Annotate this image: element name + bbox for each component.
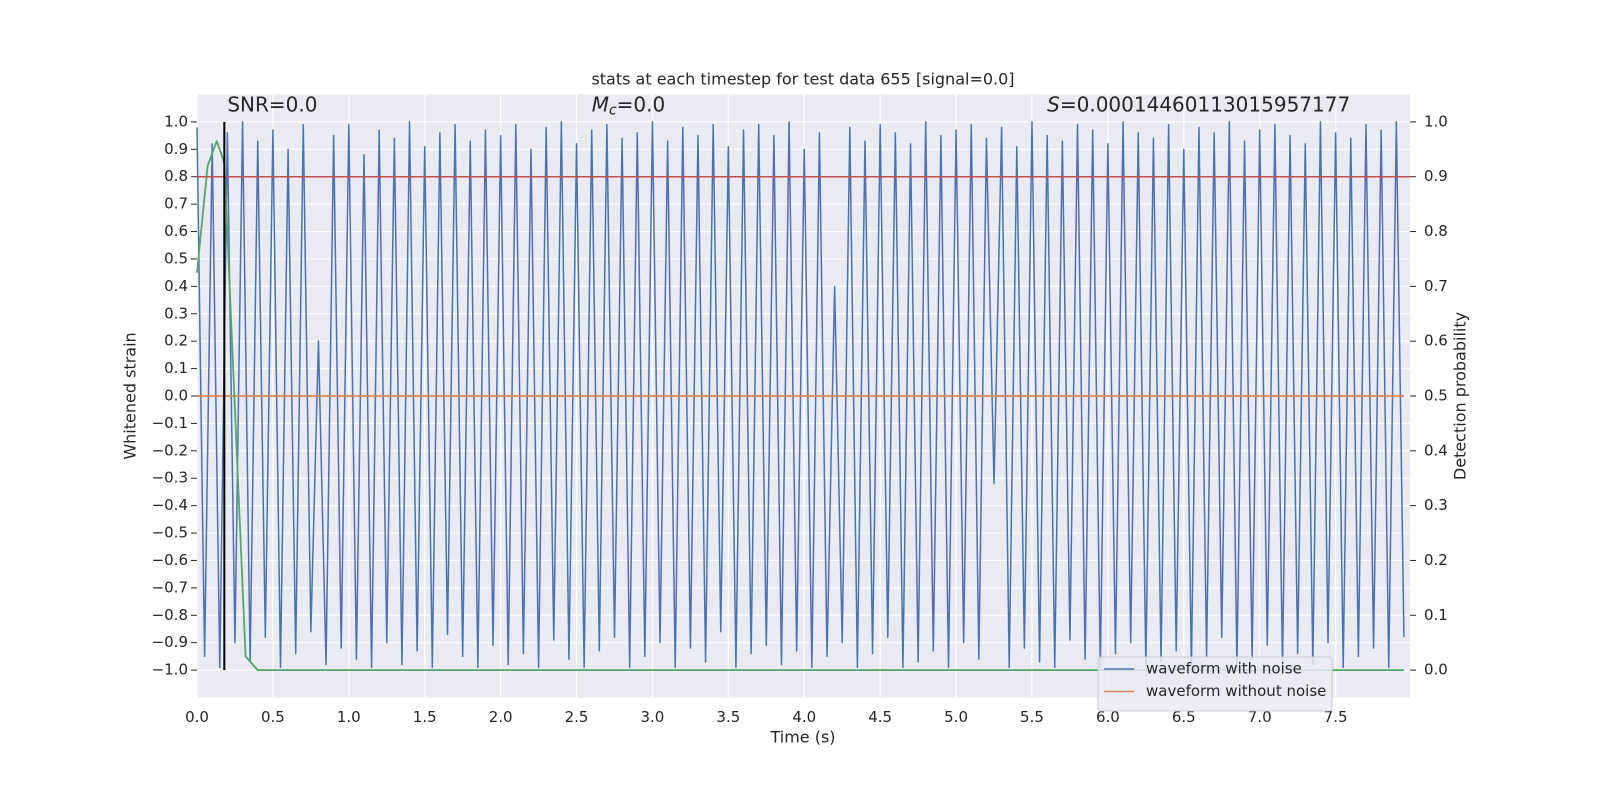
x-tick-label: 5.5 (1020, 708, 1044, 726)
x-tick-label: 1.5 (413, 708, 437, 726)
x-tick-label: 4.0 (792, 708, 816, 726)
y-tick-label: 0.9 (164, 140, 188, 158)
y-tick-label: 0.8 (164, 167, 188, 185)
x-tick-label: 7.0 (1248, 708, 1272, 726)
y-tick-label: 0.7 (164, 195, 188, 213)
x-tick-label: 1.0 (337, 708, 361, 726)
annotation-text: =0.00014460113015957177 (1060, 92, 1350, 116)
y2-tick-label: 1.0 (1424, 112, 1448, 130)
y-tick-label: −1.0 (152, 661, 188, 679)
x-tick-label: 3.0 (641, 708, 665, 726)
y2-tick-label: 0.9 (1424, 167, 1448, 185)
x-tick-label: 2.0 (489, 708, 513, 726)
annotation-symbol: S (1047, 92, 1060, 116)
annotation-text: SNR=0.0 (227, 92, 317, 116)
y-tick-label: 0.6 (164, 222, 188, 240)
annotation: SNR=0.0 (227, 92, 317, 116)
y-tick-label: 1.0 (164, 112, 188, 130)
y2-tick-label: 0.7 (1424, 277, 1448, 295)
y-tick-label: 0.0 (164, 387, 188, 405)
y2-tick-label: 0.3 (1424, 496, 1448, 514)
y-tick-label: 0.4 (164, 277, 188, 295)
x-tick-label: 6.5 (1172, 708, 1196, 726)
x-tick-label: 2.5 (565, 708, 589, 726)
y2-tick-label: 0.1 (1424, 606, 1448, 624)
y-tick-label: −0.3 (152, 469, 188, 487)
y2-tick-label: 0.6 (1424, 332, 1448, 350)
y-tick-label: −0.4 (152, 496, 188, 514)
x-tick-label: 6.0 (1096, 708, 1120, 726)
y2-tick-label: 0.0 (1424, 661, 1448, 679)
y-tick-label: −0.8 (152, 606, 188, 624)
y-tick-label: −0.5 (152, 524, 188, 542)
annotation-subscript: c (609, 102, 617, 118)
y-tick-label: −0.1 (152, 414, 188, 432)
y2-tick-label: 0.2 (1424, 551, 1448, 569)
legend-label: waveform with noise (1146, 660, 1302, 678)
series-line (196, 121, 1405, 669)
y-axis-label: Whitened strain (121, 332, 140, 459)
y2-tick-label: 0.8 (1424, 222, 1448, 240)
legend-label: waveform without noise (1146, 682, 1326, 700)
x-axis-label: Time (s) (769, 728, 835, 747)
x-tick-label: 7.5 (1324, 708, 1348, 726)
x-tick-label: 0.0 (185, 708, 209, 726)
y-tick-label: 0.1 (164, 359, 188, 377)
annotation-text: =0.0 (617, 92, 666, 116)
y-tick-label: −0.6 (152, 551, 188, 569)
y2-tick-label: 0.5 (1424, 387, 1448, 405)
annotation: Mc=0.0 (592, 92, 666, 119)
annotation: S=0.00014460113015957177 (1047, 92, 1350, 116)
x-tick-label: 5.0 (944, 708, 968, 726)
chart-title: stats at each timestep for test data 655… (591, 70, 1014, 89)
y-tick-label: 0.2 (164, 332, 188, 350)
legend-box (1097, 656, 1333, 712)
y-tick-label: −0.2 (152, 441, 188, 459)
annotation-symbol: M (592, 92, 609, 116)
x-tick-label: 0.5 (261, 708, 285, 726)
y-tick-label: −0.9 (152, 633, 188, 651)
y-tick-label: 0.5 (164, 249, 188, 267)
y-tick-label: 0.3 (164, 304, 188, 322)
y-tick-label: −0.7 (152, 578, 188, 596)
x-tick-label: 4.5 (868, 708, 892, 726)
x-tick-label: 3.5 (716, 708, 740, 726)
y2-axis-label: Detection probability (1451, 312, 1470, 480)
y2-tick-label: 0.4 (1424, 441, 1448, 459)
